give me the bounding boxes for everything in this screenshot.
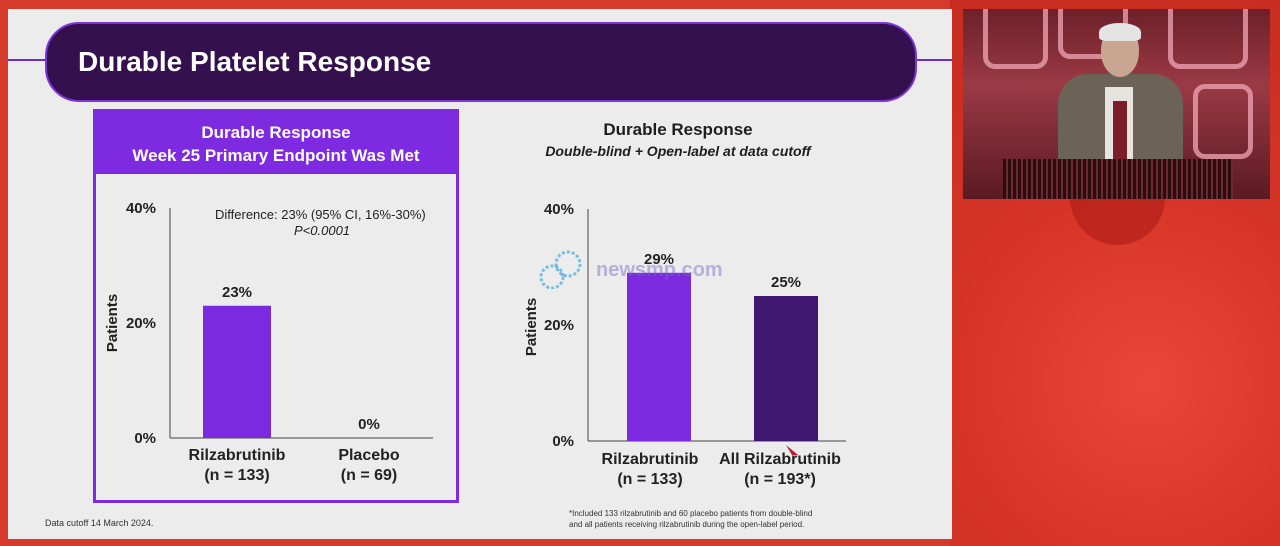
left-chart-box: Durable Response Week 25 Primary Endpoin…	[93, 109, 459, 503]
title-bar: Durable Platelet Response	[45, 22, 917, 102]
left-ytick-40: 40%	[126, 200, 156, 217]
speaker-video	[963, 9, 1270, 199]
data-cutoff-note: Data cutoff 14 March 2024.	[45, 518, 154, 528]
footnote-line-2: and all patients receiving rilzabrutinib…	[569, 520, 805, 529]
right-y-axis-label: Patients	[523, 298, 540, 356]
speaker-vest	[1113, 101, 1127, 167]
right-chart: 40% 20% 0% Patients 29% 25% Rilzabrutini…	[523, 201, 846, 488]
left-annotation-difference: Difference: 23% (95% CI, 16%-30%)	[215, 207, 426, 222]
slide-title: Durable Platelet Response	[78, 46, 432, 77]
podium	[1003, 159, 1233, 199]
left-value-label-rilzabrutinib: 23%	[222, 284, 252, 301]
left-category-rilzabrutinib: Rilzabrutinib	[189, 447, 286, 464]
left-chart-header: Durable Response Week 25 Primary Endpoin…	[96, 112, 456, 174]
left-value-label-placebo: 0%	[358, 416, 380, 433]
right-value-label-all-rilzabrutinib: 25%	[771, 274, 801, 291]
right-category-rilzabrutinib-n: (n = 133)	[617, 471, 682, 488]
left-category-placebo: Placebo	[338, 447, 400, 464]
left-category-placebo-n: (n = 69)	[341, 467, 397, 484]
laser-pointer-icon	[786, 445, 798, 455]
speaker-hair	[1099, 23, 1141, 41]
right-value-label-rilzabrutinib: 29%	[644, 251, 674, 268]
presentation-slide: Durable Platelet Response Durable Respon…	[8, 9, 952, 539]
right-category-all-rilzabrutinib-n: (n = 193*)	[744, 471, 816, 488]
left-ytick-20: 20%	[126, 315, 156, 332]
left-header-line-2: Week 25 Primary Endpoint Was Met	[132, 146, 420, 165]
right-bar-all-rilzabrutinib	[754, 296, 818, 441]
right-ytick-40: 40%	[544, 201, 574, 218]
left-ytick-0: 0%	[134, 430, 156, 447]
watermark: newsmp.com	[530, 249, 770, 290]
right-ytick-20: 20%	[544, 317, 574, 334]
left-annotation-p-value: P<0.0001	[294, 223, 350, 238]
right-bar-rilzabrutinib	[627, 272, 691, 441]
watermark-logo-icon	[539, 250, 582, 290]
video-wall-panel	[983, 9, 1048, 69]
right-ytick-0: 0%	[552, 433, 574, 450]
right-chart-title-block: Durable Response Double-blind + Open-lab…	[513, 119, 843, 161]
left-category-rilzabrutinib-n: (n = 133)	[204, 467, 269, 484]
footnote: *Included 133 rilzabrutinib and 60 place…	[569, 508, 812, 530]
watermark-text: newsmp.com	[596, 259, 723, 281]
left-y-axis-label: Patients	[104, 294, 121, 352]
right-chart-subtitle: Double-blind + Open-label at data cutoff	[545, 143, 811, 159]
left-chart: 40% 20% 0% Patients Difference: 23% (95%…	[104, 200, 433, 484]
left-bar-rilzabrutinib	[203, 305, 271, 438]
footnote-line-1: *Included 133 rilzabrutinib and 60 place…	[569, 509, 813, 518]
right-category-rilzabrutinib: Rilzabrutinib	[602, 451, 699, 468]
video-wall-panel	[1168, 9, 1248, 69]
right-category-all-rilzabrutinib: All Rilzabrutinib	[719, 451, 841, 468]
charts-svg: 40% 20% 0% Patients Difference: 23% (95%…	[104, 200, 846, 488]
video-wall-panel	[1193, 84, 1253, 159]
left-header-line-1: Durable Response	[201, 123, 351, 142]
right-chart-title: Durable Response	[603, 120, 753, 139]
